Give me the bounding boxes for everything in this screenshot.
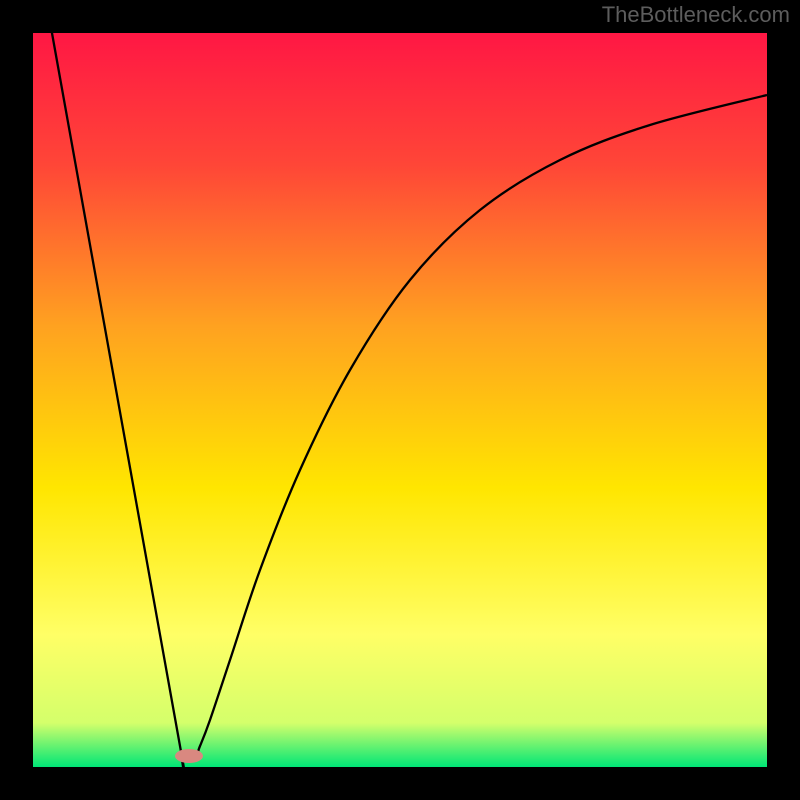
chart-container: TheBottleneck.com — [0, 0, 800, 800]
chart-gradient-background — [33, 33, 767, 767]
optimal-point-marker — [175, 749, 203, 763]
plot-border-bottom — [0, 767, 800, 800]
plot-border-right — [767, 0, 800, 800]
bottleneck-curve-chart — [0, 0, 800, 800]
attribution-text: TheBottleneck.com — [602, 2, 790, 28]
plot-border-left — [0, 0, 33, 800]
